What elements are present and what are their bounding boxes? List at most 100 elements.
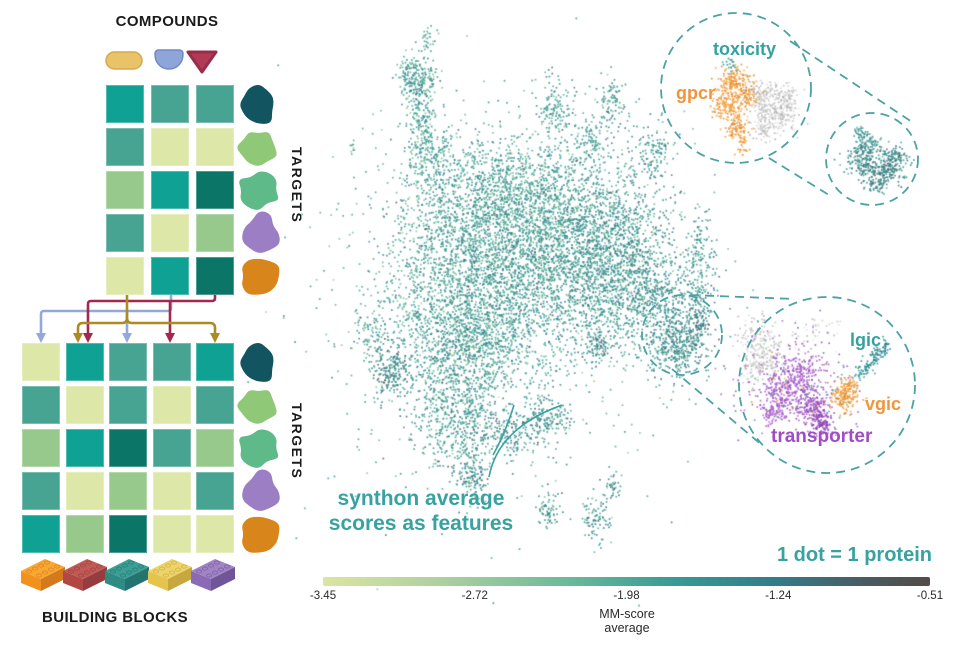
colorbar-axis-label-line1: MM-score: [599, 607, 655, 621]
compound-target-matrix: [106, 85, 234, 295]
matrix-cell: [196, 429, 234, 467]
gold-arrow-left: [76, 317, 129, 334]
matrix-cell: [196, 85, 234, 123]
protein-blob-icon: [237, 390, 277, 424]
protein-blob-icon: [242, 258, 280, 295]
leader-curve: [488, 404, 563, 478]
crimson-arrowhead: [83, 333, 93, 343]
matrix-cell: [109, 343, 147, 381]
callout-small-circle-toxicity: [825, 112, 919, 206]
transporter-cluster-label: transporter: [771, 426, 873, 447]
matrix-cell: [106, 257, 144, 295]
protein-blob-icon: [240, 84, 274, 124]
compound-shapes: [105, 49, 218, 74]
matrix-cell: [106, 85, 144, 123]
crimson-arrowhead: [165, 333, 175, 343]
blue-arrow-path: [39, 293, 173, 334]
protein-blobs: [237, 84, 280, 553]
synthon-annotation-line2: scores as features: [328, 512, 514, 536]
lego-brick-icon: [148, 559, 192, 591]
matrix-cell: [65, 472, 104, 510]
lego-brick-icon: [105, 559, 149, 591]
dot-legend: 1 dot = 1 protein: [776, 544, 932, 566]
protein-blob-icon: [240, 342, 274, 382]
matrix-cell: [151, 171, 189, 209]
matrix-cell: [65, 386, 104, 424]
matrix-cell: [196, 214, 234, 252]
toxicity-cluster-label: toxicity: [713, 39, 777, 59]
matrix-cell: [22, 472, 60, 510]
lego-brick-icon: [63, 559, 107, 591]
matrix-cell: [22, 515, 60, 553]
matrix-cell: [151, 214, 189, 252]
matrix-cell: [151, 85, 189, 123]
matrix-cell: [22, 386, 60, 424]
buildingblock-target-matrix: [22, 343, 234, 553]
colorbar-tick: -3.45: [309, 590, 337, 602]
matrix-cell: [196, 472, 234, 510]
matrix-cell: [109, 386, 147, 424]
mm-score-colorbar: [323, 577, 930, 586]
colorbar-axis-label-line2: average: [604, 621, 650, 636]
matrix-cell: [22, 429, 60, 467]
matrix-cell: [109, 515, 147, 553]
protein-blob-icon: [237, 132, 277, 166]
compounds-title: COMPOUNDS: [115, 13, 219, 30]
matrix-cell: [151, 128, 189, 166]
vgic-cluster-label: vgic: [865, 394, 902, 414]
lgic-cluster-label: lgic: [850, 330, 882, 350]
gold-arrowhead: [73, 333, 83, 343]
mapping-arrows: [36, 293, 220, 343]
callout-big-circle-transporter: [738, 296, 916, 474]
matrix-cell: [152, 343, 191, 381]
callout-circles: [641, 12, 919, 474]
colorbar-tick: -1.24: [765, 590, 792, 602]
matrix-cell: [196, 257, 234, 295]
gpcr-cluster-label: gpcr: [676, 83, 716, 103]
callout-small-circle-transporter: [641, 294, 723, 376]
synthon-annotation-line1: synthon average: [337, 487, 505, 510]
building-blocks-title: BUILDING BLOCKS: [42, 609, 188, 626]
matrix-cell: [106, 171, 144, 209]
capsule-compound-icon: [105, 51, 143, 70]
leader-curve: [492, 404, 515, 456]
synthon-annotation: synthon average scores as features: [328, 486, 514, 536]
matrix-cell: [106, 128, 144, 166]
callout-big-circle-toxicity: [660, 12, 812, 164]
matrix-cell: [196, 128, 234, 166]
crimson-arrow-path: [86, 293, 217, 334]
colorbar-axis-label: MM-score average: [577, 607, 677, 636]
protein-blob-icon: [242, 211, 280, 253]
dome-compound-icon: [154, 49, 184, 70]
matrix-cell: [152, 472, 191, 510]
matrix-cell: [196, 515, 234, 553]
callout-connector-line: [689, 294, 796, 300]
matrix-cell: [152, 515, 191, 553]
matrix-cell: [109, 429, 147, 467]
matrix-cell: [65, 429, 104, 467]
lego-brick-icon: [21, 559, 65, 591]
annotation-leader-curves: [488, 404, 563, 478]
lego-brick-icon: [191, 559, 235, 591]
blue-arrowhead: [36, 333, 46, 343]
matrix-cell: [152, 386, 191, 424]
protein-blob-icon: [239, 171, 279, 210]
matrix-cell: [106, 214, 144, 252]
protein-blob-icon: [242, 469, 280, 511]
targets-label-bottom: TARGETS: [289, 403, 305, 480]
colorbar-tick: -1.98: [613, 590, 640, 602]
gold-arrow-right: [125, 317, 217, 334]
blue-arrowhead: [122, 333, 132, 343]
triangle-compound-icon: [186, 50, 218, 74]
callout-connector-line: [768, 157, 830, 196]
targets-label-top: TARGETS: [289, 147, 305, 224]
building-block-bricks: [21, 559, 235, 591]
matrix-cell: [65, 515, 104, 553]
matrix-cell: [196, 171, 234, 209]
protein-blob-icon: [242, 516, 280, 553]
colorbar-tick: -2.72: [461, 590, 488, 602]
matrix-cell: [22, 343, 60, 381]
callout-connector-line: [789, 40, 916, 125]
